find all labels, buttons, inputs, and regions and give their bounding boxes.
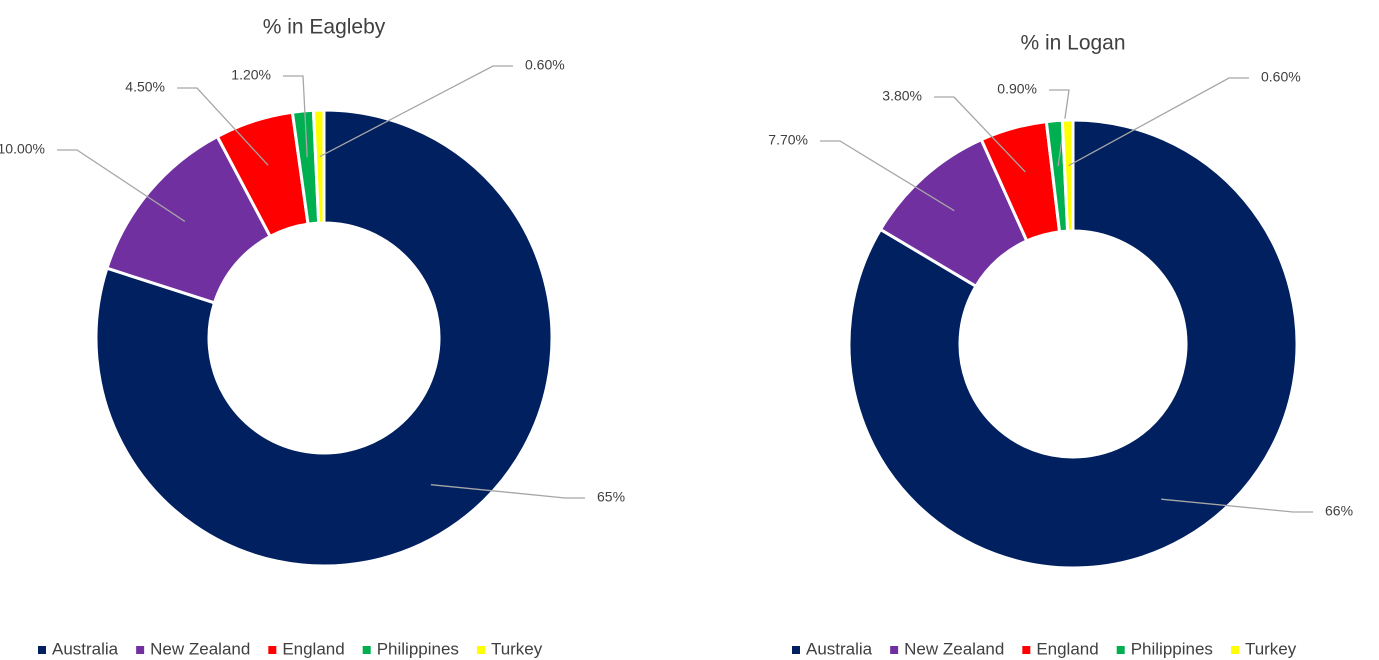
legend-swatch: [1230, 646, 1239, 654]
legend-label: Australia: [52, 639, 119, 658]
legend-label: Philippines: [1131, 639, 1213, 658]
slice: [1060, 118, 1075, 233]
legend-label: Turkey: [491, 639, 543, 658]
data-label: 0.60%: [525, 57, 565, 73]
data-label: 7.70%: [768, 132, 808, 148]
legend-label: Australia: [806, 639, 873, 658]
legend-swatch: [136, 646, 145, 654]
data-label: 0.90%: [997, 81, 1037, 97]
chart-title: % in Eagleby: [263, 16, 386, 39]
leader-line: [1068, 77, 1249, 167]
legend-swatch: [362, 646, 371, 654]
leader-line: [283, 75, 308, 158]
slice: [847, 118, 1299, 570]
legend-swatch: [890, 646, 899, 654]
data-label: 0.60%: [1261, 69, 1301, 85]
slice: [311, 108, 326, 225]
slice: [105, 134, 273, 305]
leader-line: [820, 140, 955, 212]
legend-label: New Zealand: [150, 639, 250, 658]
leader-line: [57, 149, 186, 222]
slice: [94, 108, 554, 568]
data-label: 10.00%: [0, 141, 45, 157]
legend-swatch: [476, 646, 485, 654]
data-label: 4.50%: [125, 79, 165, 95]
leader-line: [319, 65, 513, 158]
data-label: 3.80%: [882, 88, 922, 104]
leader-line: [1049, 89, 1070, 167]
legend-swatch: [268, 646, 277, 654]
legend-swatch: [38, 646, 46, 654]
legend-label: New Zealand: [904, 639, 1004, 658]
legend-label: England: [282, 639, 344, 658]
leader-line: [430, 484, 585, 499]
legend-swatch: [792, 646, 800, 654]
leader-line: [1161, 498, 1313, 513]
chart-title: % in Logan: [1020, 32, 1125, 55]
data-label: 65%: [597, 489, 625, 505]
legend-swatch: [1116, 646, 1125, 654]
legend-label: Turkey: [1245, 639, 1297, 658]
leader-line: [177, 87, 269, 166]
legend-label: England: [1036, 639, 1098, 658]
data-label: 1.20%: [231, 67, 271, 83]
legend-label: Philippines: [377, 639, 459, 658]
leader-line: [934, 96, 1026, 173]
data-label: 66%: [1325, 503, 1353, 519]
legend-swatch: [1022, 646, 1031, 654]
